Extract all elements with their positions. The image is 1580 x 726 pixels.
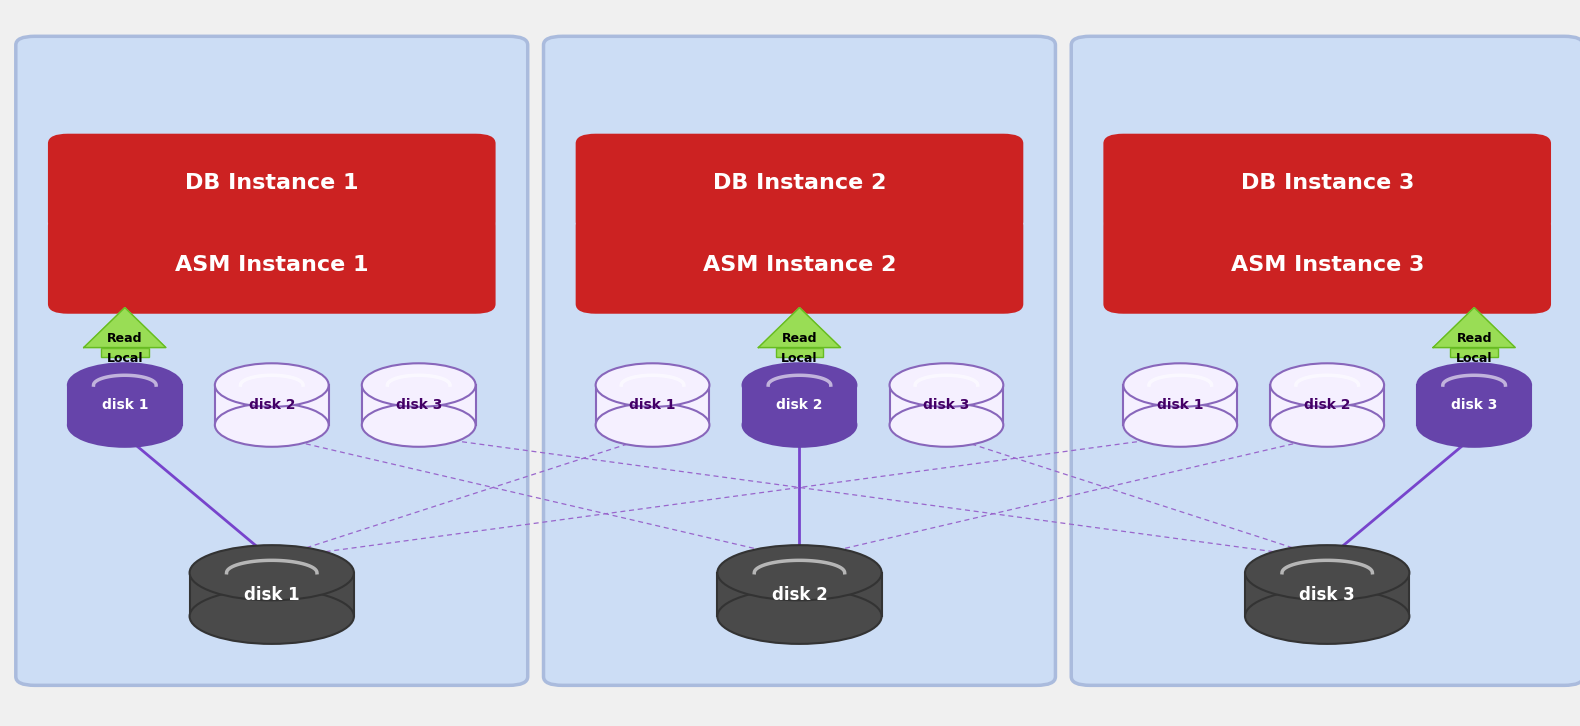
Ellipse shape xyxy=(1245,589,1409,644)
Ellipse shape xyxy=(68,403,182,446)
Text: disk 1: disk 1 xyxy=(629,398,676,412)
Text: disk 3: disk 3 xyxy=(1450,398,1498,412)
Text: disk 1: disk 1 xyxy=(101,398,149,412)
Text: Local: Local xyxy=(1455,352,1493,365)
Text: Read: Read xyxy=(782,332,817,345)
Ellipse shape xyxy=(190,589,354,644)
Ellipse shape xyxy=(596,403,709,446)
Ellipse shape xyxy=(1245,545,1409,600)
Text: Local: Local xyxy=(781,352,818,365)
Bar xyxy=(776,348,823,357)
Text: Read: Read xyxy=(107,332,142,345)
Bar xyxy=(190,573,354,616)
Ellipse shape xyxy=(362,363,476,407)
Ellipse shape xyxy=(1123,363,1237,407)
Bar xyxy=(215,385,329,425)
FancyBboxPatch shape xyxy=(1104,135,1550,231)
Bar xyxy=(362,385,476,425)
Text: disk 1: disk 1 xyxy=(243,586,300,603)
Ellipse shape xyxy=(717,589,882,644)
Bar xyxy=(1270,385,1384,425)
Ellipse shape xyxy=(743,363,856,407)
FancyBboxPatch shape xyxy=(1104,217,1550,313)
Ellipse shape xyxy=(1123,403,1237,446)
Ellipse shape xyxy=(1417,363,1531,407)
Bar xyxy=(68,385,182,425)
Text: DB Instance 2: DB Instance 2 xyxy=(713,173,886,192)
FancyBboxPatch shape xyxy=(1071,36,1580,685)
FancyBboxPatch shape xyxy=(49,217,495,313)
Text: disk 3: disk 3 xyxy=(923,398,970,412)
Text: Local: Local xyxy=(106,352,144,365)
FancyBboxPatch shape xyxy=(49,135,495,231)
Bar xyxy=(743,385,856,425)
Ellipse shape xyxy=(890,363,1003,407)
Bar xyxy=(1417,385,1531,425)
Polygon shape xyxy=(1433,308,1515,348)
Ellipse shape xyxy=(362,403,476,446)
Ellipse shape xyxy=(68,363,182,407)
Ellipse shape xyxy=(190,545,354,600)
Text: disk 3: disk 3 xyxy=(1299,586,1356,603)
Bar xyxy=(1123,385,1237,425)
FancyBboxPatch shape xyxy=(577,135,1022,231)
Ellipse shape xyxy=(890,403,1003,446)
Text: ASM Instance 1: ASM Instance 1 xyxy=(175,255,368,274)
Bar xyxy=(717,573,882,616)
Text: disk 2: disk 2 xyxy=(1304,398,1351,412)
Text: DB Instance 3: DB Instance 3 xyxy=(1240,173,1414,192)
Text: Read: Read xyxy=(1457,332,1492,345)
Text: disk 1: disk 1 xyxy=(1157,398,1204,412)
Polygon shape xyxy=(758,308,841,348)
FancyBboxPatch shape xyxy=(16,36,528,685)
Bar xyxy=(596,385,709,425)
Text: disk 2: disk 2 xyxy=(771,586,828,603)
FancyBboxPatch shape xyxy=(544,36,1055,685)
Ellipse shape xyxy=(215,363,329,407)
Text: disk 2: disk 2 xyxy=(248,398,295,412)
Text: ASM Instance 2: ASM Instance 2 xyxy=(703,255,896,274)
Polygon shape xyxy=(84,308,166,348)
Bar xyxy=(1245,573,1409,616)
Text: ASM Instance 3: ASM Instance 3 xyxy=(1231,255,1424,274)
Ellipse shape xyxy=(743,403,856,446)
Bar xyxy=(101,348,149,357)
Bar xyxy=(1450,348,1498,357)
Ellipse shape xyxy=(1417,403,1531,446)
Text: disk 2: disk 2 xyxy=(776,398,823,412)
Ellipse shape xyxy=(717,545,882,600)
Ellipse shape xyxy=(215,403,329,446)
Text: DB Instance 1: DB Instance 1 xyxy=(185,173,359,192)
Text: disk 3: disk 3 xyxy=(395,398,442,412)
Ellipse shape xyxy=(1270,363,1384,407)
Bar xyxy=(890,385,1003,425)
FancyBboxPatch shape xyxy=(577,217,1022,313)
Ellipse shape xyxy=(1270,403,1384,446)
Ellipse shape xyxy=(596,363,709,407)
